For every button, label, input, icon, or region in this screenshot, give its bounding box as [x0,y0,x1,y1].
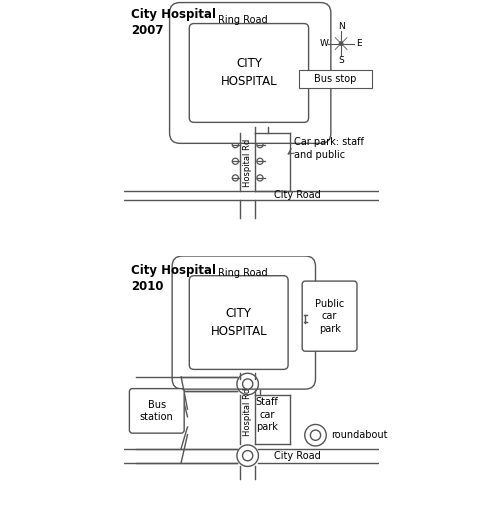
FancyBboxPatch shape [129,389,184,433]
Text: Bus stop: Bus stop [314,74,357,84]
Text: City Road: City Road [274,451,321,461]
Text: City Hospital
2007: City Hospital 2007 [131,8,216,37]
Text: Hospital Rd: Hospital Rd [243,138,252,187]
FancyBboxPatch shape [302,281,357,351]
Text: S: S [338,56,344,66]
Text: E: E [356,39,361,48]
Text: Bus
station: Bus station [140,400,174,422]
Text: W: W [319,39,328,48]
Text: CITY
HOSPITAL: CITY HOSPITAL [221,57,277,89]
Text: City Hospital
2010: City Hospital 2010 [131,264,216,293]
Circle shape [242,451,253,461]
Text: roundabout: roundabout [331,430,387,440]
Text: Public
car
park: Public car park [315,299,344,333]
Text: Staff
car
park: Staff car park [256,397,278,432]
FancyBboxPatch shape [299,70,372,88]
Text: Ring Road: Ring Road [218,15,268,26]
Text: Hospital Rd: Hospital Rd [243,388,252,436]
FancyBboxPatch shape [189,275,288,370]
Text: Car park: staff
and public: Car park: staff and public [294,137,364,160]
Circle shape [339,41,343,46]
Text: CITY
HOSPITAL: CITY HOSPITAL [210,307,267,338]
FancyBboxPatch shape [172,256,315,389]
Text: Ring Road: Ring Road [218,268,268,278]
Text: City Road: City Road [274,190,321,200]
FancyBboxPatch shape [170,3,331,143]
Circle shape [310,430,320,440]
Text: N: N [338,22,345,31]
FancyBboxPatch shape [189,24,308,122]
Circle shape [242,379,253,389]
